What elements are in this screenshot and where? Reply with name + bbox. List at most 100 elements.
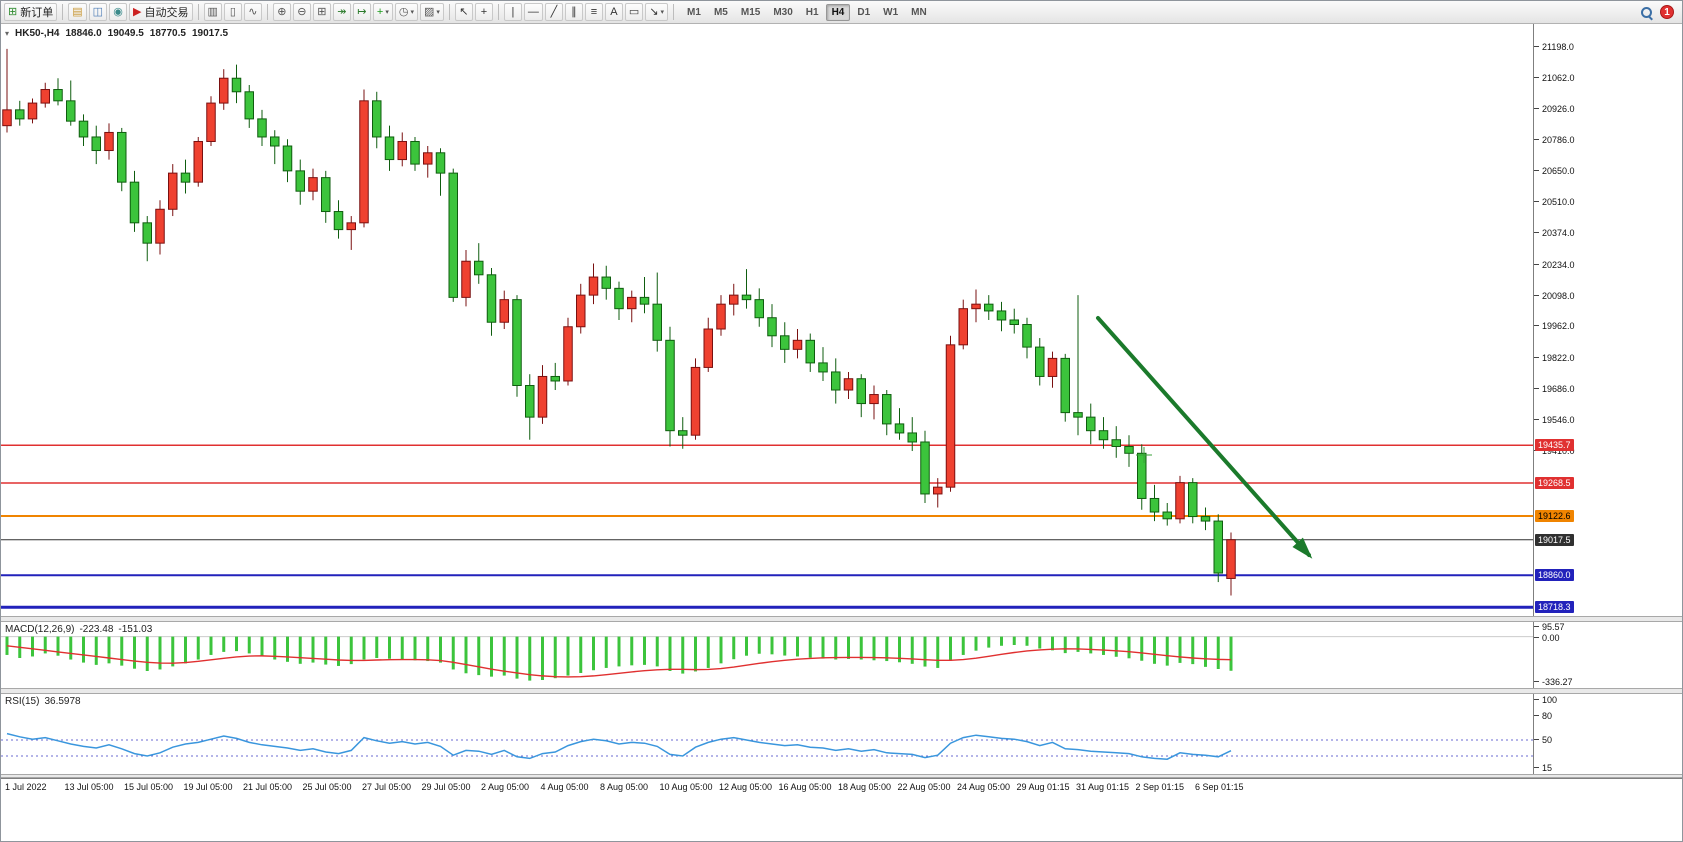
timeframe-m1[interactable]: M1 xyxy=(687,6,701,18)
ohlc-close: 19017.5 xyxy=(191,28,229,39)
toolbar: ⊞ 新订单 ▤ ◫ ◉ ▶ 自动交易 ▥ ▯ ∿ ⊕ ⊖ ⊞ ↠ ↦ + ▾ ◷ ▾ ▨ ▾ ↖ + | — ╱ ∥ ≡ A ▭ ↘ ▾ M1… xyxy=(1,1,1682,24)
time-label: 8 Aug 05:00 xyxy=(600,782,649,792)
zoom-out-button[interactable]: ⊖ xyxy=(292,3,311,21)
time-label: 19 Jul 05:00 xyxy=(183,782,233,792)
panel-splitter[interactable] xyxy=(1,774,1682,778)
time-axis[interactable]: 1 Jul 2022 13 Jul 05:00 15 Jul 05:00 19 Jul… xyxy=(1,778,1682,797)
profiles-button[interactable]: ◫ xyxy=(88,3,108,21)
timeframe-m15[interactable]: M15 xyxy=(740,6,761,18)
line-chart-button[interactable]: ∿ xyxy=(243,3,262,21)
rsi-tick: 100 xyxy=(1533,695,1558,705)
trend-arrow[interactable] xyxy=(1096,316,1313,559)
new-order-icon: ⊞ xyxy=(8,5,18,18)
ohlc-open: 18846.0 xyxy=(65,28,102,39)
chevron-down-icon: ▾ xyxy=(385,9,389,16)
time-label: 15 Jul 05:00 xyxy=(124,782,174,792)
rsi-tick: 50 xyxy=(1533,735,1553,745)
timeframe-m5[interactable]: M5 xyxy=(713,6,728,18)
bar-chart-icon: ▥ xyxy=(207,5,218,18)
crosshair-button[interactable]: + xyxy=(474,3,493,21)
price-level-lines xyxy=(1,444,1534,609)
tile-windows-button[interactable]: ⊞ xyxy=(312,3,331,21)
macd-name: MACD(12,26,9) xyxy=(5,624,75,635)
price-tick: 20926.0 xyxy=(1534,103,1575,114)
timeframe-m30[interactable]: M30 xyxy=(773,6,793,18)
crosshair-marker xyxy=(1136,447,1152,463)
vertical-line-button[interactable]: | xyxy=(503,3,522,21)
chart-shift-button[interactable]: ↦ xyxy=(352,3,371,21)
arrows-button[interactable]: ↘ ▾ xyxy=(645,3,669,21)
channel-button[interactable]: ∥ xyxy=(564,3,583,21)
candlestick-chart-button[interactable]: ▯ xyxy=(223,3,242,21)
price-panel[interactable]: 21198.0 21062.0 20926.0 20786.0 20650.0 20510… xyxy=(1,24,1682,616)
notification-badge[interactable]: 1 xyxy=(1660,5,1674,19)
candlestick-chart-icon: ▯ xyxy=(229,5,236,18)
rsi-name: RSI(15) xyxy=(5,696,40,707)
price-tick: 20786.0 xyxy=(1534,135,1575,146)
rsi-panel[interactable]: 100 80 50 15 RSI(15) 36.5978 xyxy=(1,694,1682,774)
new-order-button-label: 新订单 xyxy=(20,7,54,19)
panel-splitter[interactable] xyxy=(1,688,1682,694)
periods-icon: ◷ xyxy=(398,5,409,18)
price-tick: 20510.0 xyxy=(1534,197,1575,208)
search-icon[interactable] xyxy=(1641,6,1653,20)
toolbar-separator xyxy=(62,4,64,20)
time-label: 10 Aug 05:00 xyxy=(659,782,713,792)
macd-panel[interactable]: 95.57 0.00 -336.27 MACD(12,26,9) -223.48 -… xyxy=(1,622,1682,688)
toolbar-separator xyxy=(197,4,199,20)
charts-icon: ▤ xyxy=(72,5,83,18)
periods-button[interactable]: ◷ ▾ xyxy=(394,3,418,21)
price-tick: 20374.0 xyxy=(1534,228,1575,239)
horizontal-line-button[interactable]: — xyxy=(523,3,543,21)
bar-chart-button[interactable]: ▥ xyxy=(203,3,222,21)
text-button[interactable]: A xyxy=(604,3,623,21)
price-axis[interactable]: 21198.0 21062.0 20926.0 20786.0 20650.0 20510… xyxy=(1533,24,1682,616)
indicators-button[interactable]: + ▾ xyxy=(372,3,393,21)
time-label: 4 Aug 05:00 xyxy=(540,782,589,792)
zoom-in-button[interactable]: ⊕ xyxy=(272,3,291,21)
auto-scroll-button[interactable]: ↠ xyxy=(332,3,351,21)
timeframe-mn[interactable]: MN xyxy=(911,6,927,18)
panel-splitter[interactable] xyxy=(1,616,1682,622)
refresh-button[interactable]: ◉ xyxy=(109,3,128,21)
timeframe-d1[interactable]: D1 xyxy=(857,6,871,18)
ohlc-high: 19049.5 xyxy=(107,28,144,39)
chevron-down-icon: ▾ xyxy=(660,9,665,16)
charts-button[interactable]: ▤ xyxy=(68,3,87,21)
window-filler xyxy=(1,797,1682,841)
cursor-button[interactable]: ↖ xyxy=(454,3,473,21)
price-level-tag: 19435.7 xyxy=(1535,439,1574,452)
zoom-out-icon: ⊖ xyxy=(297,5,307,18)
toolbar-buttons: ⊞ 新订单 ▤ ◫ ◉ ▶ 自动交易 ▥ ▯ ∿ ⊕ ⊖ ⊞ ↠ ↦ + ▾ ◷ ▾ ▨ ▾ ↖ + | — ╱ ∥ ≡ A ▭ ↘ ▾ xyxy=(4,3,677,21)
rsi-axis[interactable]: 100 80 50 15 xyxy=(1533,694,1682,774)
profiles-icon: ◫ xyxy=(92,5,104,18)
timeframe-h4[interactable]: H4 xyxy=(825,3,851,21)
macd-tick: 95.57 xyxy=(1534,622,1565,632)
time-label: 2 Sep 01:15 xyxy=(1135,782,1185,792)
price-tick: 20098.0 xyxy=(1534,290,1575,301)
macd-chart[interactable] xyxy=(1,622,1534,688)
crosshair-icon: + xyxy=(480,5,488,18)
time-label: 12 Aug 05:00 xyxy=(719,782,773,792)
new-order-button[interactable]: ⊞ 新订单 xyxy=(4,3,58,21)
auto-trading-icon: ▶ xyxy=(133,5,142,18)
timeframe-w1[interactable]: W1 xyxy=(883,6,899,18)
rsi-chart[interactable] xyxy=(1,694,1534,774)
refresh-icon: ◉ xyxy=(113,5,123,18)
price-tick: 19546.0 xyxy=(1534,415,1575,426)
horizontal-line-icon: — xyxy=(527,5,539,18)
timeframe-h1[interactable]: H1 xyxy=(805,6,819,18)
price-tick: 21198.0 xyxy=(1534,42,1574,53)
trendline-button[interactable]: ╱ xyxy=(544,3,563,21)
text-label-button[interactable]: ▭ xyxy=(624,3,644,21)
templates-button[interactable]: ▨ ▾ xyxy=(419,3,444,21)
macd-axis[interactable]: 95.57 0.00 -336.27 xyxy=(1533,622,1682,688)
fibonacci-button[interactable]: ≡ xyxy=(584,3,603,21)
one-click-trading-toggle[interactable]: ▾ xyxy=(5,29,10,38)
price-chart[interactable] xyxy=(1,24,1534,616)
auto-trading-button[interactable]: ▶ 自动交易 xyxy=(129,3,193,21)
time-label: 29 Aug 01:15 xyxy=(1016,782,1070,792)
chevron-down-icon: ▾ xyxy=(410,9,414,16)
toolbar-separator xyxy=(266,4,268,20)
